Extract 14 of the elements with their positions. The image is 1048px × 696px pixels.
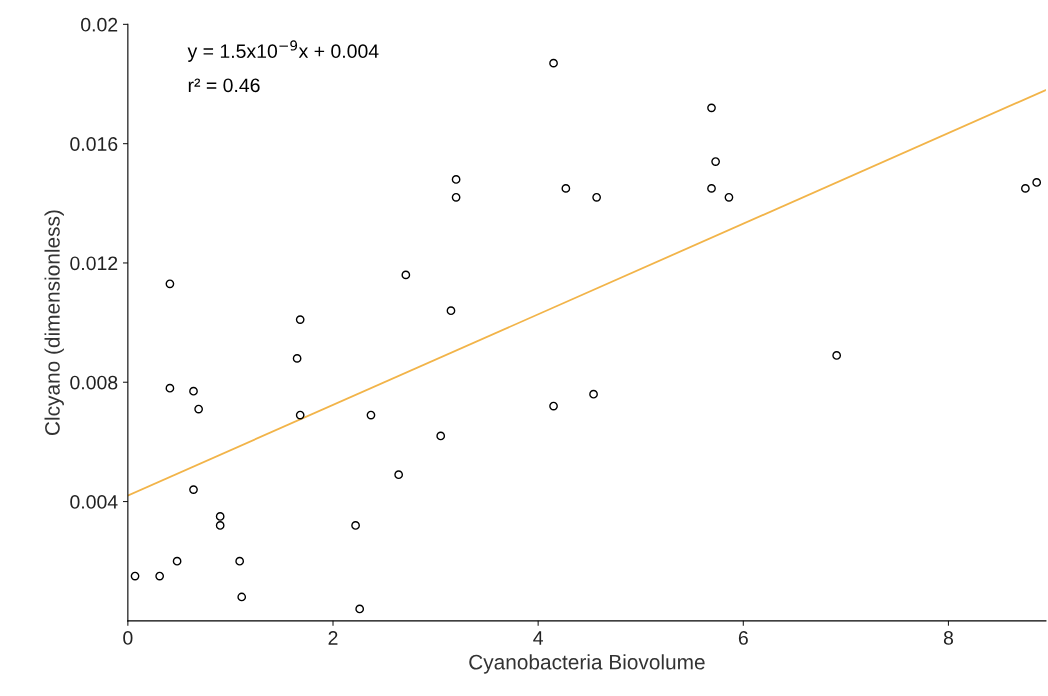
x-tick-label: 2 bbox=[328, 631, 338, 645]
y-tick-label: 0.008 bbox=[70, 375, 118, 390]
annotation: y = 1.5x10$^{−9}$x + 0.004 bbox=[187, 40, 379, 62]
y-tick-label: 0.02 bbox=[81, 17, 118, 32]
y-tick-label: 0.004 bbox=[70, 495, 118, 509]
y-tick-label: 0.016 bbox=[70, 137, 118, 151]
x-axis-title: Cyanobacteria Biovolume bbox=[469, 654, 705, 674]
x-tick-label: 6 bbox=[738, 631, 748, 645]
x-tick-label: 4 bbox=[533, 631, 543, 645]
annotation: r² = 0.46 bbox=[188, 78, 260, 93]
y-axis-title: Clcyano (dimensionless) bbox=[44, 210, 64, 435]
x-tick-label: 0 bbox=[123, 631, 133, 645]
x-tick-label: 8 bbox=[943, 631, 954, 645]
y-tick-label: 0.012 bbox=[70, 256, 118, 271]
